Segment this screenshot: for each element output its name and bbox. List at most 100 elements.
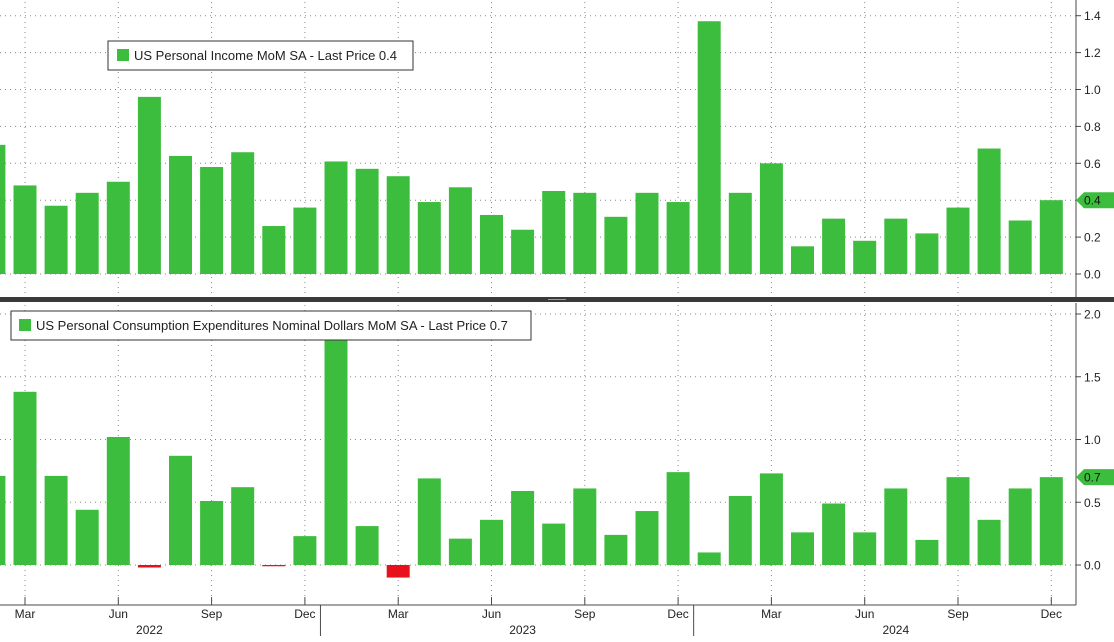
- bar-2022-08: [169, 155, 192, 274]
- bar-2022-06: [106, 436, 130, 565]
- bar-2024-02: [728, 192, 752, 274]
- bar-2024-05: [822, 503, 846, 565]
- bar-2022-07: [137, 96, 161, 274]
- bar-2022-06: [106, 181, 130, 274]
- legend-income: US Personal Income MoM SA - Last Price 0…: [107, 40, 414, 71]
- bar-2023-03: [386, 176, 410, 274]
- bars-layer: [0, 21, 1063, 578]
- bar-2022-03: [13, 185, 37, 274]
- bar-2024-11: [1008, 488, 1032, 565]
- bar-2023-12: [666, 202, 690, 274]
- bar-2022-03: [13, 391, 37, 565]
- bar-2023-05: [448, 538, 472, 565]
- x-month-label: Mar: [15, 607, 36, 621]
- bar-2023-06: [480, 519, 503, 565]
- bar-2022-04: [44, 205, 68, 274]
- x-month-label: Sep: [574, 607, 596, 621]
- bar-2022-07: [137, 565, 161, 568]
- bar-2022-10: [231, 487, 255, 565]
- bar-2023-02: [355, 526, 379, 565]
- bar-2023-06: [480, 214, 503, 274]
- bar-2023-07: [511, 490, 535, 565]
- bar-2024-11: [1008, 220, 1032, 274]
- last-price-layer: 0.4 0.7: [1076, 192, 1114, 486]
- bar-2024-01: [697, 21, 721, 274]
- bar-2022-10: [231, 152, 255, 274]
- x-month-label: Mar: [761, 607, 782, 621]
- bar-2024-09: [946, 477, 970, 565]
- y-tick-label: 1.0: [1084, 433, 1101, 447]
- bar-2023-04: [417, 202, 441, 274]
- bar-2024-02: [728, 495, 752, 565]
- bar-2023-01: [324, 161, 348, 274]
- last-price-label: 0.7: [1084, 471, 1101, 485]
- bar-2022-11: [262, 565, 286, 567]
- last-price-badge: [1076, 192, 1114, 209]
- y-tick-label: 0.2: [1084, 231, 1101, 245]
- bar-2022-12: [293, 536, 317, 565]
- x-month-label: Mar: [388, 607, 409, 621]
- y-tick-label: 1.2: [1084, 46, 1101, 60]
- bar-2024-05: [822, 218, 846, 274]
- bar-2023-09: [573, 488, 597, 565]
- y-tick-label: 1.4: [1084, 9, 1101, 23]
- x-month-label: Dec: [1041, 607, 1062, 621]
- last-price-badge: [1076, 469, 1114, 486]
- x-month-label: Jun: [855, 607, 874, 621]
- bar-2022-02: [0, 144, 6, 274]
- legend-income-text: US Personal Income MoM SA - Last Price 0…: [134, 48, 397, 63]
- bar-2024-06: [853, 240, 877, 274]
- bar-2024-12: [1039, 200, 1063, 274]
- y-tick-label: 0.6: [1084, 157, 1101, 171]
- x-month-label: Sep: [947, 607, 969, 621]
- bar-2023-04: [417, 478, 441, 565]
- bar-2022-04: [44, 475, 68, 565]
- bar-2023-11: [635, 192, 659, 274]
- bar-2024-08: [915, 233, 939, 274]
- bar-2022-05: [75, 192, 99, 274]
- bar-2023-01: [324, 339, 348, 565]
- bar-2023-10: [604, 216, 628, 274]
- y-tick-label: 0.5: [1084, 496, 1101, 510]
- bar-2022-05: [75, 509, 99, 565]
- bar-2022-09: [200, 500, 224, 565]
- x-month-label: Jun: [109, 607, 128, 621]
- bar-2024-12: [1039, 477, 1063, 565]
- bar-2023-11: [635, 511, 659, 565]
- bar-2024-06: [853, 532, 877, 565]
- bar-2024-03: [759, 473, 783, 565]
- bar-2023-02: [355, 168, 379, 274]
- legend-pce: US Personal Consumption Expenditures Nom…: [10, 310, 532, 341]
- legend-pce-text: US Personal Consumption Expenditures Nom…: [36, 318, 508, 333]
- x-year-label: 2024: [882, 623, 909, 637]
- bar-2023-05: [448, 187, 472, 274]
- y-tick-label: 0.0: [1084, 559, 1101, 573]
- bar-2022-08: [169, 455, 192, 565]
- y-tick-label: 0.0: [1084, 268, 1101, 282]
- bar-2024-07: [884, 218, 908, 274]
- y-tick-label: 1.0: [1084, 83, 1101, 97]
- bar-2024-10: [977, 148, 1001, 274]
- bar-2024-04: [791, 246, 814, 274]
- y-tick-label: 2.0: [1084, 308, 1101, 322]
- x-month-label: Sep: [201, 607, 223, 621]
- bar-2022-12: [293, 207, 317, 274]
- x-month-label: Dec: [667, 607, 688, 621]
- bar-2024-07: [884, 488, 908, 565]
- bar-2024-09: [946, 207, 970, 274]
- bar-2022-02: [0, 475, 6, 565]
- bar-2024-04: [791, 532, 814, 565]
- y-tick-label: 0.8: [1084, 120, 1101, 134]
- x-month-label: Jun: [482, 607, 501, 621]
- x-month-label: Dec: [294, 607, 315, 621]
- grid-layer: [0, 2, 1076, 605]
- bar-2023-08: [542, 523, 566, 565]
- x-year-label: 2023: [509, 623, 536, 637]
- y-tick-label: 1.5: [1084, 370, 1101, 384]
- bar-2023-08: [542, 190, 566, 274]
- bar-2022-11: [262, 226, 286, 274]
- bar-2024-08: [915, 539, 939, 565]
